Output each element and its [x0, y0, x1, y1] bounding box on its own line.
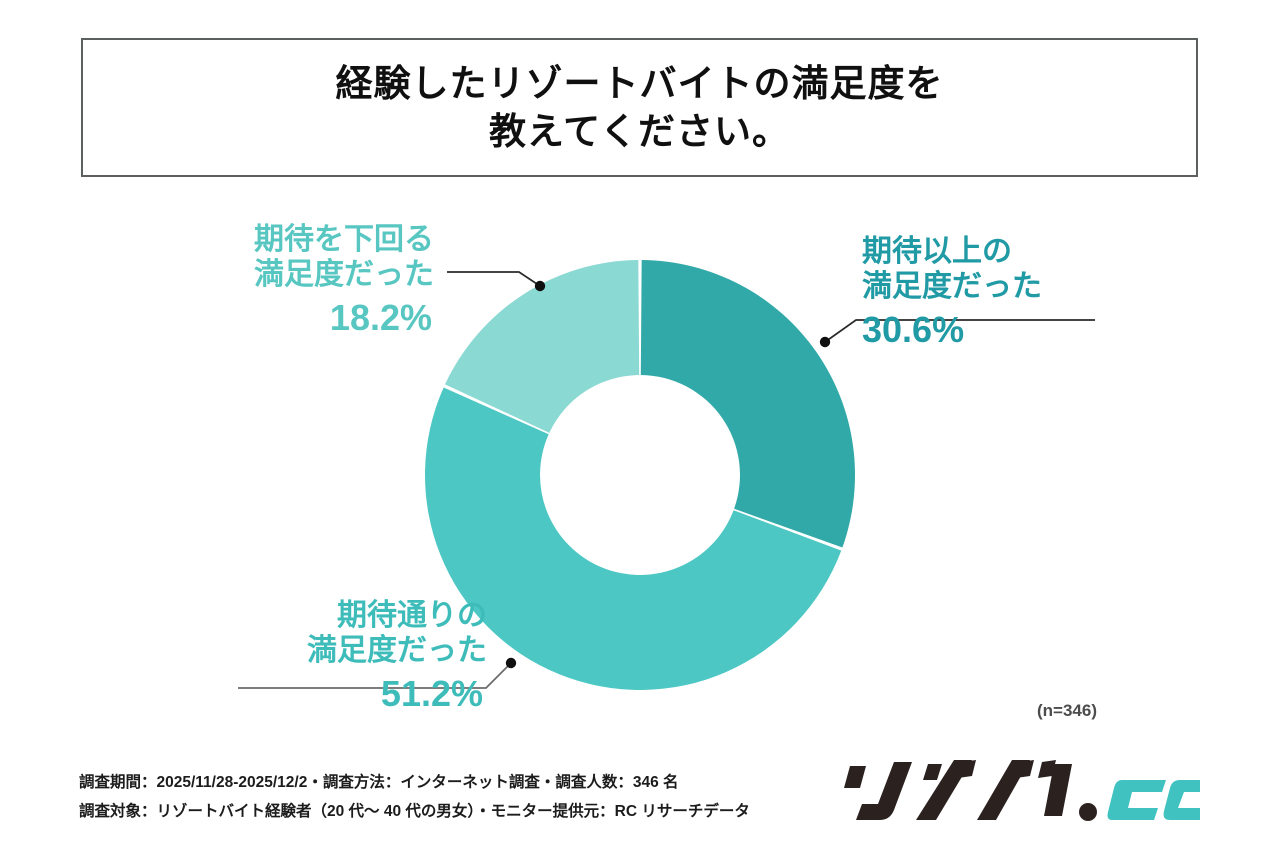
footnote-line-1: 調査期間：2025/11/28-2025/12/2・調査方法：インターネット調査…	[79, 774, 679, 791]
callout-below-line-2: 満足度だった	[254, 258, 434, 292]
callout-below-percent: 18.2%	[329, 296, 432, 338]
callout-as-expected-percent: 51.2%	[380, 672, 483, 714]
callout-as-expected-line-1: 期待通りの	[337, 599, 487, 632]
callout-below-line-1: 期待を下回る	[254, 223, 434, 256]
callout-below-expectation: 期待を下回る 満足度だった 18.2%	[186, 222, 434, 339]
donut-chart	[425, 260, 855, 690]
donut-slice	[445, 260, 640, 433]
callout-above-line-2: 満足度だった	[862, 270, 1042, 304]
title-box: 経験したリゾートバイトの満足度を 教えてください。	[81, 38, 1198, 177]
callout-above-expectation: 期待以上の 満足度だった 30.6%	[862, 234, 1122, 351]
logo-dot-com	[1107, 780, 1200, 820]
sample-size-label: (n=346)	[1037, 701, 1097, 720]
footnote-line-2: 調査対象：リゾートバイト経験者（20 代〜 40 代の男女）・モニター提供元：R…	[79, 802, 750, 820]
callout-as-expected: 期待通りの 満足度だった 51.2%	[235, 598, 487, 715]
page-title-line-1: 経験したリゾートバイトの満足度を	[335, 63, 944, 105]
callout-as-expected-line-2: 満足度だった	[307, 634, 487, 668]
page-title-line-2: 教えてください。	[488, 110, 791, 152]
donut-slice	[640, 260, 855, 548]
logo-katakana-mark	[844, 760, 1097, 821]
survey-footnote: 調査期間：2025/11/28-2025/12/2・調査方法：インターネット調査…	[79, 769, 750, 826]
callout-above-percent: 30.6%	[862, 308, 965, 350]
callout-above-line-1: 期待以上の	[862, 235, 1012, 268]
donut-slice	[425, 387, 842, 690]
rizoba-com-logo	[836, 758, 1200, 828]
